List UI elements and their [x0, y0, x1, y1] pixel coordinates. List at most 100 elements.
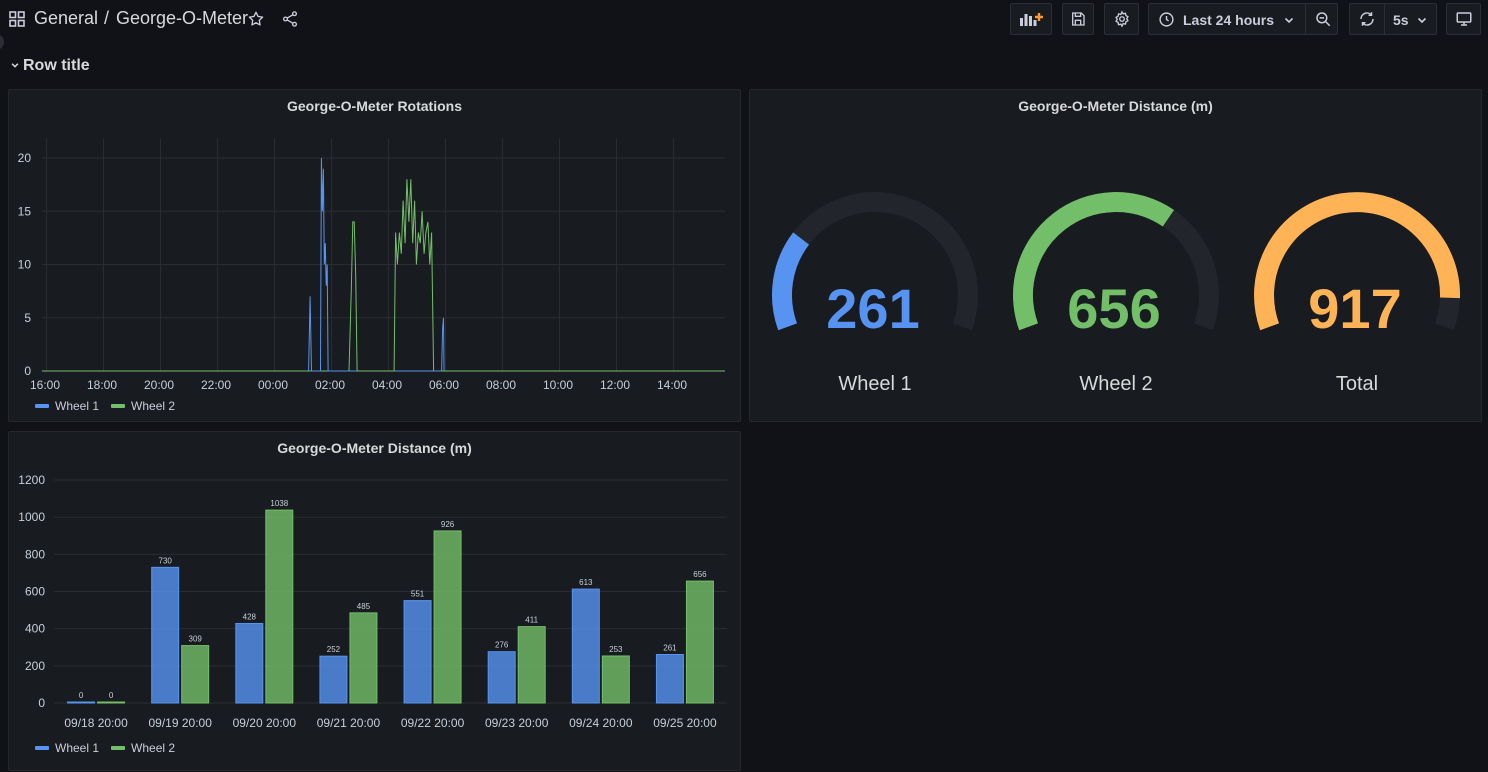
- bar-wheel-2: [433, 530, 462, 704]
- x-tick-label: 00:00: [258, 378, 288, 392]
- legend-swatch: [35, 404, 49, 408]
- bar-wheel-1: [151, 566, 180, 704]
- bar-value-label: 485: [357, 602, 371, 611]
- gauge-fill-wheel-2: [1013, 192, 1175, 331]
- bar-wheel-2: [685, 580, 714, 704]
- gauge-value-wheel-1: 261: [826, 277, 919, 340]
- gauge-label-total: Total: [1335, 373, 1379, 395]
- legend-swatch: [35, 746, 49, 750]
- legend-item-wheel-2[interactable]: Wheel 2: [111, 399, 175, 413]
- gauge-value-total: 917: [1308, 277, 1401, 340]
- distance-gauge-panel[interactable]: George-O-Meter Distance (m) 261 656 917 Wh…: [749, 89, 1482, 422]
- save-dashboard-button[interactable]: [1062, 3, 1094, 35]
- x-tick-label: 20:00: [144, 378, 174, 392]
- divider: [1384, 4, 1385, 34]
- y-tick-label: 400: [25, 622, 45, 636]
- x-tick-label: 09/22 20:00: [401, 716, 465, 730]
- gauge-fill-total: [1254, 192, 1461, 331]
- x-tick-label: 09/23 20:00: [485, 716, 549, 730]
- legend-label: Wheel 1: [55, 741, 100, 755]
- y-tick-label: 10: [18, 258, 32, 272]
- legend-label: Wheel 1: [55, 399, 100, 413]
- chevron-down-icon: [10, 57, 20, 75]
- gauge-label-wheel-1: Wheel 1: [838, 373, 912, 395]
- chevron-down-icon: [1416, 13, 1428, 31]
- panel-title: George-O-Meter Distance (m): [1018, 98, 1213, 114]
- y-tick-label: 200: [25, 659, 45, 673]
- x-tick-label: 09/18 20:00: [64, 716, 128, 730]
- bar-wheel-1: [403, 600, 432, 704]
- bar-wheel-1: [235, 622, 264, 704]
- clock-icon: [1158, 11, 1175, 33]
- rotations-chart: 20 15 10 5 016:00 18:00 20:00 22:00 00:00 02:00 04…: [18, 138, 725, 392]
- x-tick-label: 10:00: [543, 378, 573, 392]
- row-header[interactable]: Row title: [10, 57, 90, 75]
- bar-value-label: 411: [525, 616, 538, 625]
- refresh-interval-label: 5s: [1393, 12, 1409, 28]
- panel-title: George-O-Meter Distance (m): [277, 440, 472, 456]
- divider: [1305, 4, 1306, 34]
- x-tick-label: 04:00: [372, 378, 402, 392]
- legend-swatch: [111, 746, 126, 750]
- bar-wheel-1: [67, 701, 96, 704]
- bar-value-label: 252: [327, 645, 341, 654]
- apps-grid-icon[interactable]: [8, 10, 26, 28]
- x-tick-label: 09/19 20:00: [148, 716, 212, 730]
- gauge-label-wheel-2: Wheel 2: [1079, 373, 1153, 395]
- x-tick-label: 14:00: [657, 378, 687, 392]
- bar-value-label: 730: [159, 556, 173, 565]
- x-tick-label: 06:00: [429, 378, 459, 392]
- tv-mode-button[interactable]: [1446, 3, 1481, 35]
- legend-label: Wheel 2: [131, 399, 176, 413]
- star-icon[interactable]: [245, 3, 267, 35]
- legend-item-wheel-1[interactable]: Wheel 1: [35, 741, 99, 755]
- x-tick-label: 16:00: [30, 378, 60, 392]
- y-tick-label: 20: [18, 151, 32, 165]
- y-tick-label: 0: [38, 696, 45, 710]
- bar-wheel-2: [97, 701, 126, 704]
- time-range-picker[interactable]: Last 24 hours: [1148, 3, 1338, 35]
- y-tick-label: 800: [25, 547, 45, 561]
- breadcrumb-folder[interactable]: General: [34, 8, 99, 28]
- bar-wheel-1: [487, 651, 516, 704]
- breadcrumb-separator: /: [104, 8, 110, 28]
- bar-wheel-1: [571, 588, 600, 704]
- y-tick-label: 1200: [18, 473, 45, 487]
- panel-title: George-O-Meter Rotations: [286, 98, 462, 114]
- legend-item-wheel-1[interactable]: Wheel 1: [35, 399, 99, 413]
- distance-bar-panel[interactable]: George-O-Meter Distance (m) 1200 1000 800 6…: [8, 431, 741, 771]
- x-tick-label: 18:00: [87, 378, 117, 392]
- top-navbar: General / George-O-Meter Last 24 hours 5…: [0, 0, 1488, 38]
- series-line-wheel-2: [348, 179, 435, 372]
- x-tick-label: 09/24 20:00: [569, 716, 633, 730]
- add-panel-button[interactable]: [1010, 3, 1052, 35]
- share-icon[interactable]: [279, 3, 301, 35]
- bar-wheel-2: [181, 645, 210, 704]
- x-tick-label: 22:00: [201, 378, 231, 392]
- settings-gear-button[interactable]: [1104, 3, 1139, 35]
- refresh-picker[interactable]: 5s: [1349, 3, 1437, 35]
- sidebar-toggle-handle[interactable]: [0, 34, 4, 50]
- rotations-panel[interactable]: George-O-Meter Rotations 20 15 10 5 0 16:00 18…: [8, 89, 741, 422]
- dashboard-title[interactable]: George-O-Meter: [116, 8, 249, 28]
- bar-wheel-2: [601, 655, 630, 704]
- gauge-chart: 261 656 917: [772, 192, 1461, 340]
- distance-legend: Wheel 1 Wheel 2: [35, 741, 175, 755]
- y-tick-label: 5: [24, 311, 31, 325]
- x-tick-label: 12:00: [600, 378, 630, 392]
- time-range-label: Last 24 hours: [1183, 12, 1275, 28]
- legend-item-wheel-2[interactable]: Wheel 2: [111, 741, 175, 755]
- bar-value-label: 656: [693, 570, 707, 579]
- chevron-down-icon: [1283, 13, 1295, 31]
- gauge-value-wheel-2: 656: [1067, 277, 1160, 340]
- bar-wheel-1: [319, 655, 348, 704]
- bar-value-label: 613: [579, 578, 593, 587]
- bar-wheel-2: [349, 612, 378, 704]
- x-tick-label: 09/25 20:00: [653, 716, 717, 730]
- y-tick-label: 0: [24, 364, 31, 378]
- zoom-out-icon[interactable]: [1314, 10, 1332, 33]
- y-tick-label: 15: [18, 204, 32, 218]
- refresh-icon[interactable]: [1358, 10, 1376, 33]
- bar-wheel-2: [517, 626, 546, 704]
- bar-value-label: 428: [243, 612, 257, 621]
